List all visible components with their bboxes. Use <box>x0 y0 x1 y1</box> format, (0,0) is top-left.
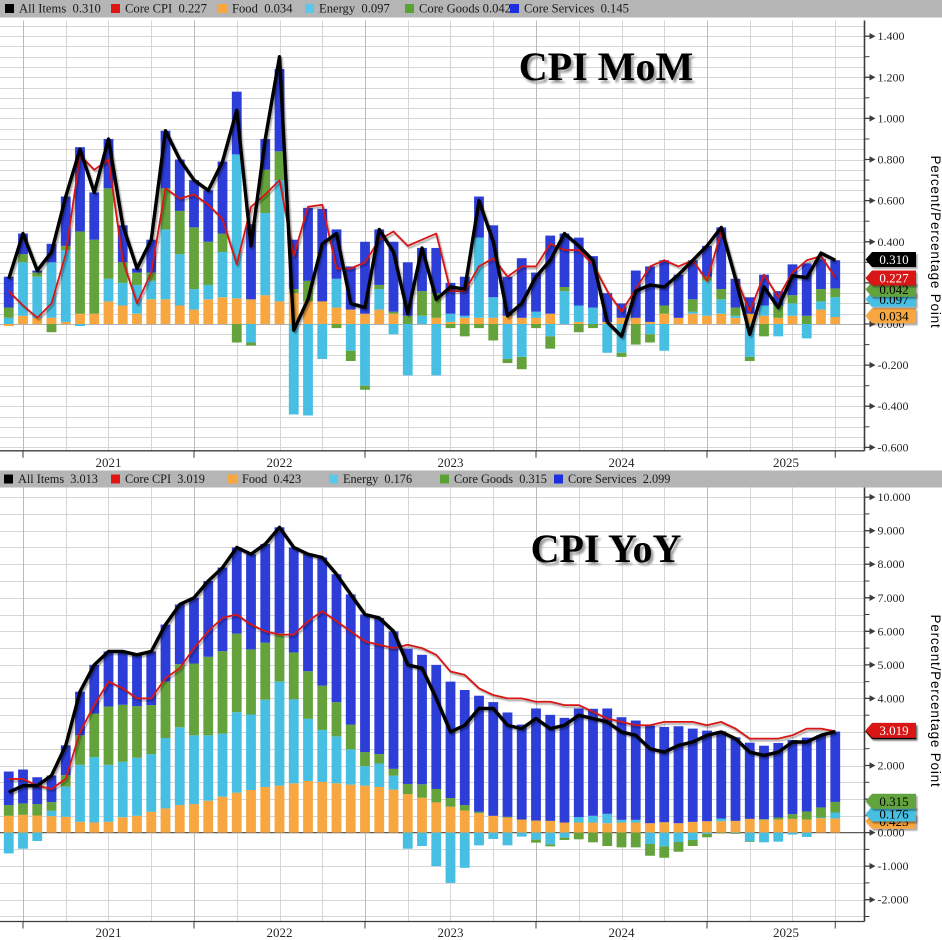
svg-text:Core Services 0.145: Core Services 0.145 <box>524 2 629 16</box>
svg-text:2023: 2023 <box>438 925 464 940</box>
svg-text:2023: 2023 <box>438 455 464 470</box>
svg-text:Food 0.034: Food 0.034 <box>232 2 293 16</box>
svg-text:2021: 2021 <box>96 455 122 470</box>
svg-text:CPI YoY: CPI YoY <box>531 526 682 571</box>
svg-text:Percent/Percentage Point: Percent/Percentage Point <box>928 155 942 328</box>
svg-text:0.800: 0.800 <box>878 153 905 167</box>
svg-text:Core Goods 0.042: Core Goods 0.042 <box>419 2 511 16</box>
svg-text:Percent/Percentage Point: Percent/Percentage Point <box>928 614 942 787</box>
svg-text:-0.400: -0.400 <box>878 399 909 413</box>
svg-text:-0.200: -0.200 <box>878 358 909 372</box>
svg-text:5.000: 5.000 <box>878 658 905 672</box>
svg-text:2021: 2021 <box>96 925 122 940</box>
svg-text:0.176: 0.176 <box>879 807 909 822</box>
svg-text:-1.000: -1.000 <box>878 859 909 873</box>
svg-text:2022: 2022 <box>267 455 293 470</box>
svg-text:Core Goods 0.315: Core Goods 0.315 <box>454 472 547 486</box>
svg-text:2.000: 2.000 <box>878 759 905 773</box>
svg-text:Core CPI 0.227: Core CPI 0.227 <box>125 2 207 16</box>
svg-text:7.000: 7.000 <box>878 591 905 605</box>
svg-text:2025: 2025 <box>773 455 799 470</box>
svg-text:Energy 0.176: Energy 0.176 <box>343 472 412 486</box>
svg-text:Core Services 2.099: Core Services 2.099 <box>568 472 670 486</box>
svg-text:Core CPI 3.019: Core CPI 3.019 <box>125 472 205 486</box>
svg-text:1.000: 1.000 <box>878 111 905 125</box>
svg-text:1.400: 1.400 <box>878 29 905 43</box>
svg-text:-0.600: -0.600 <box>878 440 909 454</box>
svg-text:All Items 3.013: All Items 3.013 <box>18 472 98 486</box>
svg-text:CPI MoM: CPI MoM <box>519 44 693 89</box>
svg-text:-2.000: -2.000 <box>878 893 909 907</box>
svg-text:0.315: 0.315 <box>879 794 908 809</box>
svg-text:All Items 0.310: All Items 0.310 <box>19 2 101 16</box>
svg-text:2025: 2025 <box>773 925 799 940</box>
svg-text:9.000: 9.000 <box>878 524 905 538</box>
svg-text:6.000: 6.000 <box>878 624 905 638</box>
svg-text:2024: 2024 <box>609 455 636 470</box>
svg-text:4.000: 4.000 <box>878 691 905 705</box>
svg-text:1.200: 1.200 <box>878 70 905 84</box>
svg-text:3.019: 3.019 <box>879 723 908 738</box>
svg-text:Food 0.423: Food 0.423 <box>242 472 301 486</box>
svg-text:0.000: 0.000 <box>878 826 905 840</box>
svg-text:0.034: 0.034 <box>879 308 909 323</box>
svg-text:2024: 2024 <box>609 925 636 940</box>
svg-text:10.000: 10.000 <box>878 490 911 504</box>
svg-text:2022: 2022 <box>267 925 293 940</box>
svg-text:0.600: 0.600 <box>878 194 905 208</box>
svg-text:0.227: 0.227 <box>879 271 909 286</box>
svg-text:Energy 0.097: Energy 0.097 <box>319 2 390 16</box>
svg-text:0.042: 0.042 <box>879 282 908 297</box>
svg-text:0.400: 0.400 <box>878 235 905 249</box>
svg-text:0.310: 0.310 <box>879 252 908 267</box>
svg-text:8.000: 8.000 <box>878 557 905 571</box>
